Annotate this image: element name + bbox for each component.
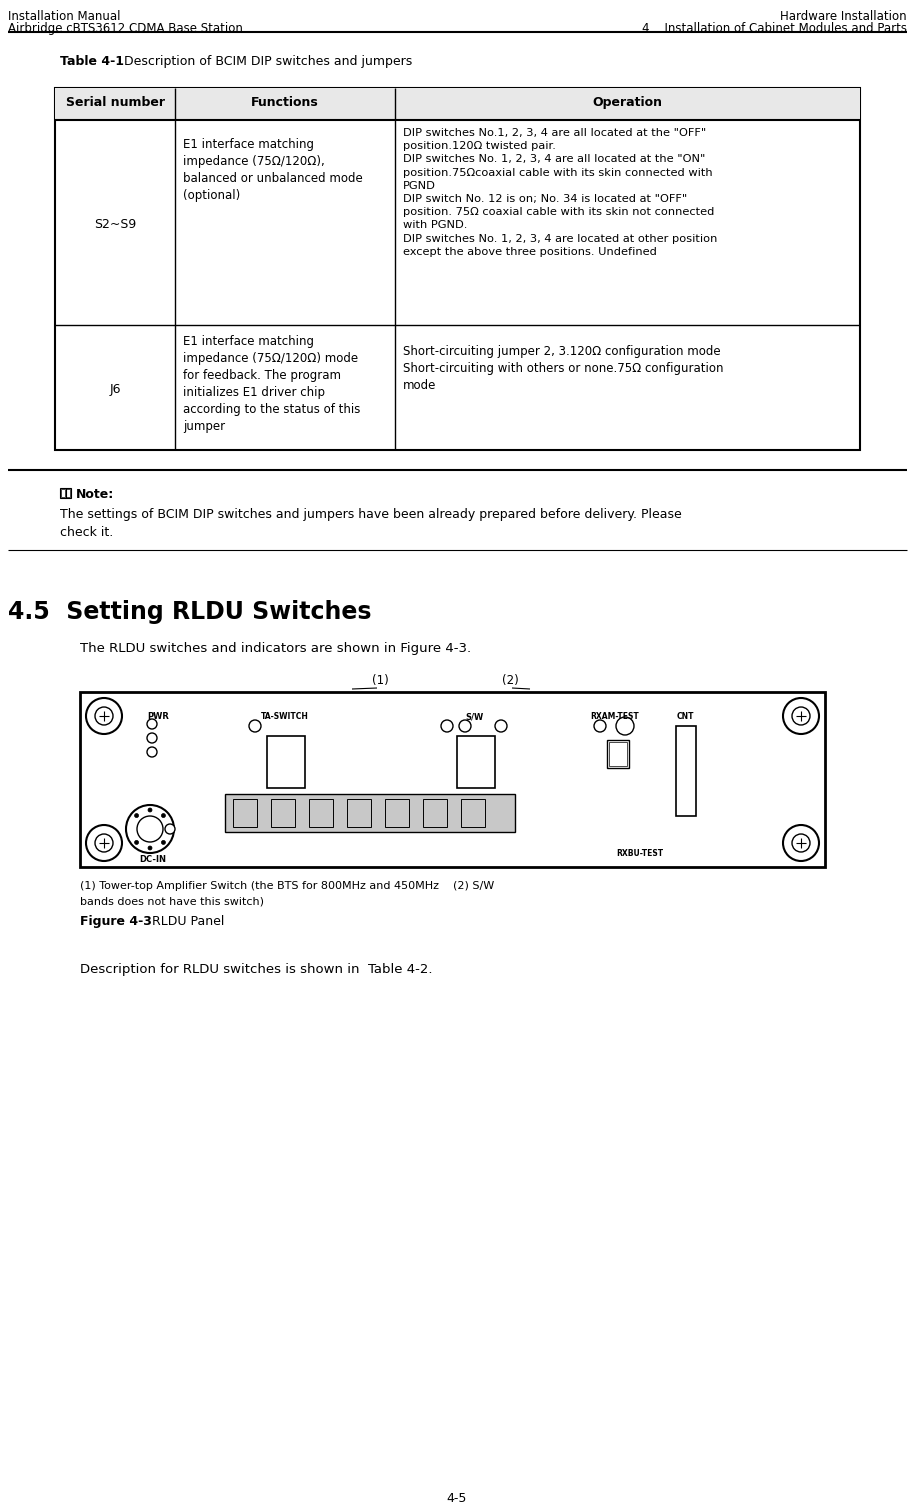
Text: 4.5  Setting RLDU Switches: 4.5 Setting RLDU Switches — [8, 599, 371, 624]
Circle shape — [495, 720, 507, 732]
Text: Functions: Functions — [251, 97, 318, 109]
Bar — [80, 692, 825, 867]
Bar — [66, 489, 70, 497]
Circle shape — [147, 732, 157, 743]
Circle shape — [95, 707, 113, 725]
Bar — [225, 794, 515, 832]
Circle shape — [86, 698, 122, 734]
Bar — [271, 799, 295, 827]
Text: 4    Installation of Cabinet Modules and Parts: 4 Installation of Cabinet Modules and Pa… — [642, 23, 907, 35]
Text: The settings of BCIM DIP switches and jumpers have been already prepared before : The settings of BCIM DIP switches and ju… — [60, 507, 682, 521]
Text: (2): (2) — [501, 673, 519, 687]
Circle shape — [249, 720, 261, 732]
Circle shape — [86, 824, 122, 861]
Text: (1) Tower-top Amplifier Switch (the BTS for 800MHz and 450MHz    (2) S/W: (1) Tower-top Amplifier Switch (the BTS … — [80, 880, 494, 891]
Text: Serial number: Serial number — [66, 97, 165, 109]
Text: Description of BCIM DIP switches and jumpers: Description of BCIM DIP switches and jum… — [116, 54, 413, 68]
Text: E1 interface matching
impedance (75Ω/120Ω) mode
for feedback. The program
initia: E1 interface matching impedance (75Ω/120… — [183, 335, 361, 433]
Circle shape — [147, 747, 157, 757]
Text: check it.: check it. — [60, 525, 113, 539]
Text: E1 interface matching
impedance (75Ω/120Ω),
balanced or unbalanced mode
(optiona: E1 interface matching impedance (75Ω/120… — [183, 137, 362, 202]
Text: (1): (1) — [371, 673, 388, 687]
Text: Description for RLDU switches is shown in  Table 4-2.: Description for RLDU switches is shown i… — [80, 963, 433, 975]
Text: CNT: CNT — [676, 713, 694, 720]
Circle shape — [126, 805, 174, 853]
Bar — [60, 488, 71, 498]
Circle shape — [783, 824, 819, 861]
Circle shape — [137, 815, 163, 843]
Text: RXAM-TEST: RXAM-TEST — [590, 713, 640, 720]
Text: Short-circuiting jumper 2, 3.120Ω configuration mode
Short-circuiting with other: Short-circuiting jumper 2, 3.120Ω config… — [403, 344, 724, 393]
Bar — [267, 735, 305, 788]
Text: Table 4-1: Table 4-1 — [60, 54, 124, 68]
Text: Figure 4-3: Figure 4-3 — [80, 915, 152, 929]
Text: 4-5: 4-5 — [447, 1492, 468, 1505]
Bar — [457, 735, 495, 788]
Text: Hardware Installation: Hardware Installation — [780, 11, 907, 23]
Circle shape — [783, 698, 819, 734]
Bar — [309, 799, 333, 827]
Bar — [609, 741, 627, 766]
Bar — [676, 726, 696, 815]
Circle shape — [135, 814, 138, 817]
Text: S/W: S/W — [466, 713, 484, 720]
Circle shape — [95, 834, 113, 852]
Bar — [55, 88, 860, 450]
Text: S2~S9: S2~S9 — [94, 217, 136, 231]
Circle shape — [161, 841, 166, 844]
Circle shape — [459, 720, 471, 732]
Bar — [61, 489, 65, 497]
Bar — [461, 799, 485, 827]
Text: J6: J6 — [109, 382, 121, 396]
Circle shape — [616, 717, 634, 735]
Circle shape — [165, 824, 175, 834]
Circle shape — [792, 707, 810, 725]
Circle shape — [148, 808, 152, 812]
Circle shape — [135, 841, 138, 844]
Bar — [423, 799, 447, 827]
Circle shape — [792, 834, 810, 852]
Text: The RLDU switches and indicators are shown in Figure 4-3.: The RLDU switches and indicators are sho… — [80, 642, 471, 655]
Text: Note:: Note: — [76, 488, 114, 501]
Text: Operation: Operation — [593, 97, 662, 109]
Text: DC-IN: DC-IN — [139, 855, 167, 864]
Circle shape — [167, 827, 171, 830]
Bar — [385, 799, 409, 827]
Text: PWR: PWR — [147, 713, 169, 720]
Bar — [607, 740, 629, 769]
Text: bands does not have this switch): bands does not have this switch) — [80, 895, 264, 906]
Circle shape — [441, 720, 453, 732]
Circle shape — [594, 720, 606, 732]
Circle shape — [161, 814, 166, 817]
Text: RLDU Panel: RLDU Panel — [148, 915, 224, 929]
Bar — [347, 799, 371, 827]
Bar — [233, 799, 257, 827]
Circle shape — [147, 719, 157, 729]
Text: TA-SWITCH: TA-SWITCH — [261, 713, 309, 720]
Circle shape — [148, 846, 152, 850]
Text: Airbridge cBTS3612 CDMA Base Station: Airbridge cBTS3612 CDMA Base Station — [8, 23, 242, 35]
Text: Installation Manual: Installation Manual — [8, 11, 121, 23]
Text: DIP switches No.1, 2, 3, 4 are all located at the "OFF"
position.120Ω twisted pa: DIP switches No.1, 2, 3, 4 are all locat… — [403, 128, 717, 257]
Text: RXBU-TEST: RXBU-TEST — [617, 849, 663, 858]
Bar — [55, 88, 860, 119]
